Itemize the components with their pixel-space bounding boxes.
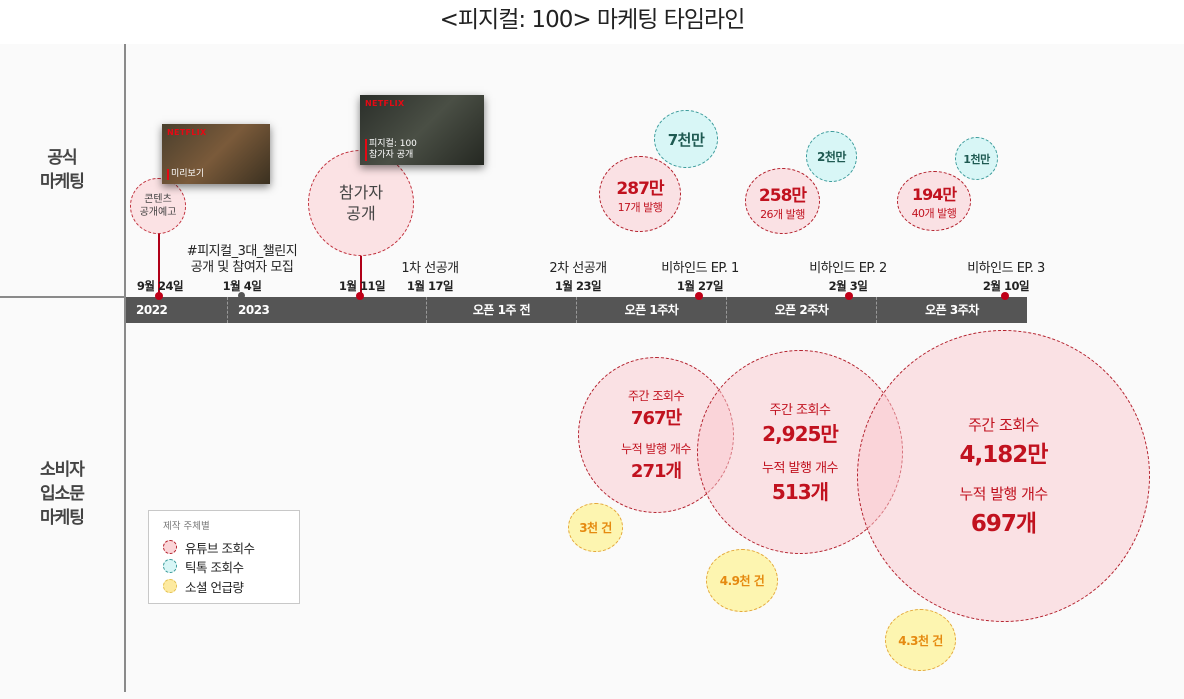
views-label: 주간 조회수 <box>968 416 1039 434</box>
tiktok-views: 7천만 <box>667 130 705 149</box>
views-value: 4,182만 <box>959 442 1049 468</box>
legend-item-tiktok: 틱톡 조회수 <box>163 557 244 575</box>
bubble-social-week2: 4.9천 건 <box>706 549 778 612</box>
segment-week-before: 오픈 1주 전 <box>426 297 576 323</box>
post-count: 17개 발행 <box>617 200 663 214</box>
stem-participants <box>360 255 362 295</box>
bubble-tiktok-ep2: 2천만 <box>806 131 857 182</box>
stem-teaser <box>158 228 160 294</box>
posts-value: 697개 <box>970 511 1037 537</box>
post-count: 40개 발행 <box>911 207 957 220</box>
event-behind-ep3: 비하인드 EP. 3 <box>967 261 1045 276</box>
legend-item-social: 소셜 언급량 <box>163 577 244 595</box>
posts-value: 271개 <box>630 461 682 482</box>
bubble-participants: 참가자 공개 <box>308 150 414 256</box>
views-value: 2,925만 <box>762 422 839 446</box>
legend-item-youtube: 유튜브 조회수 <box>163 538 255 556</box>
row-divider-horizontal <box>0 296 124 298</box>
views-value: 767만 <box>630 408 682 429</box>
marker-dot <box>1001 292 1009 300</box>
legend-label: 소셜 언급량 <box>185 579 244 595</box>
marker-dot <box>155 292 163 300</box>
marker-dot <box>845 292 853 300</box>
segment-2023: 2023 <box>227 297 426 323</box>
thumbnail-caption: 피지컬: 100 참가자 공개 <box>365 139 417 161</box>
event-behind-ep2: 비하인드 EP. 2 <box>809 261 887 276</box>
event-preview-1: 1차 선공개 <box>401 261 459 276</box>
legend-title: 제작 주체별 <box>163 521 210 532</box>
event-behind-ep1: 비하인드 EP. 1 <box>661 261 739 276</box>
views-label: 주간 조회수 <box>627 389 685 403</box>
bubble-social-week3: 4.3천 건 <box>885 609 956 671</box>
views-label: 주간 조회수 <box>769 403 831 418</box>
legend: 제작 주체별 유튜브 조회수 틱톡 조회수 소셜 언급량 <box>148 510 300 604</box>
event-preview-2: 2차 선공개 <box>549 261 607 276</box>
bubble-youtube-ep2: 258만 26개 발행 <box>745 168 820 234</box>
thumbnail-preview[interactable]: NETFLIX 미리보기 <box>162 124 270 184</box>
date-label: 1월 23일 <box>554 279 602 293</box>
posts-label: 누적 발행 개수 <box>621 442 691 456</box>
social-mentions: 3천 건 <box>579 521 612 535</box>
tiktok-swatch-icon <box>163 559 177 573</box>
bubble-tiktok-ep3: 1천만 <box>955 137 998 180</box>
post-count: 26개 발행 <box>760 207 805 221</box>
row-label-official: 공식 마케팅 <box>40 148 85 192</box>
social-mentions: 4.9천 건 <box>719 574 765 588</box>
legend-label: 유튜브 조회수 <box>185 540 255 556</box>
thumbnail-caption: 미리보기 <box>167 169 204 180</box>
bubble-social-week1: 3천 건 <box>568 503 623 552</box>
tiktok-views: 1천만 <box>963 152 990 166</box>
row-divider-vertical <box>124 44 126 692</box>
segment-week-3: 오픈 3주차 <box>876 297 1027 323</box>
row-label-consumer: 소비자 입소문 마케팅 <box>40 460 85 528</box>
youtube-views: 287만 <box>616 178 664 199</box>
page-title: <피지컬: 100> 마케팅 타임라인 <box>0 0 1184 44</box>
tiktok-views: 2천만 <box>817 150 846 164</box>
date-label: 1월 11일 <box>338 279 386 293</box>
social-swatch-icon <box>163 579 177 593</box>
marker-dot <box>695 292 703 300</box>
marker-dot <box>356 292 364 300</box>
segment-2022: 2022 <box>136 303 168 317</box>
youtube-views: 194만 <box>911 185 957 204</box>
date-label: 2월 3일 <box>828 279 868 293</box>
posts-label: 누적 발행 개수 <box>959 485 1048 503</box>
posts-value: 513개 <box>771 480 829 504</box>
bubble-youtube-ep3: 194만 40개 발행 <box>897 171 971 231</box>
segment-week-2: 오픈 2주차 <box>726 297 876 323</box>
segment-week-1: 오픈 1주차 <box>576 297 726 323</box>
date-label: 9월 24일 <box>136 279 184 293</box>
thumbnail-participants[interactable]: NETFLIX 피지컬: 100 참가자 공개 <box>360 95 484 165</box>
bubble-consumer-week3: 주간 조회수 4,182만 누적 발행 개수 697개 <box>857 330 1150 622</box>
date-label: 1월 17일 <box>406 279 454 293</box>
bubble-tiktok-ep1: 7천만 <box>654 110 718 168</box>
date-label: 1월 27일 <box>676 279 724 293</box>
date-label: 1월 4일 <box>222 279 262 293</box>
date-label: 2월 10일 <box>982 279 1030 293</box>
posts-label: 누적 발행 개수 <box>761 461 839 476</box>
bubble-teaser: 콘텐츠 공개예고 <box>130 178 186 234</box>
youtube-swatch-icon <box>163 540 177 554</box>
youtube-views: 258만 <box>758 185 807 206</box>
legend-label: 틱톡 조회수 <box>185 559 244 575</box>
social-mentions: 4.3천 건 <box>898 633 943 648</box>
event-challenge: #피지컬_3대_챌린지 공개 및 참여자 모집 <box>186 244 298 275</box>
bubble-youtube-ep1: 287만 17개 발행 <box>599 156 681 232</box>
netflix-logo: NETFLIX <box>365 99 405 108</box>
marker-dot <box>238 292 245 299</box>
timeline-bar: 2022 2023 오픈 1주 전 오픈 1주차 오픈 2주차 오픈 3주차 <box>126 297 1027 323</box>
netflix-logo: NETFLIX <box>167 128 207 137</box>
